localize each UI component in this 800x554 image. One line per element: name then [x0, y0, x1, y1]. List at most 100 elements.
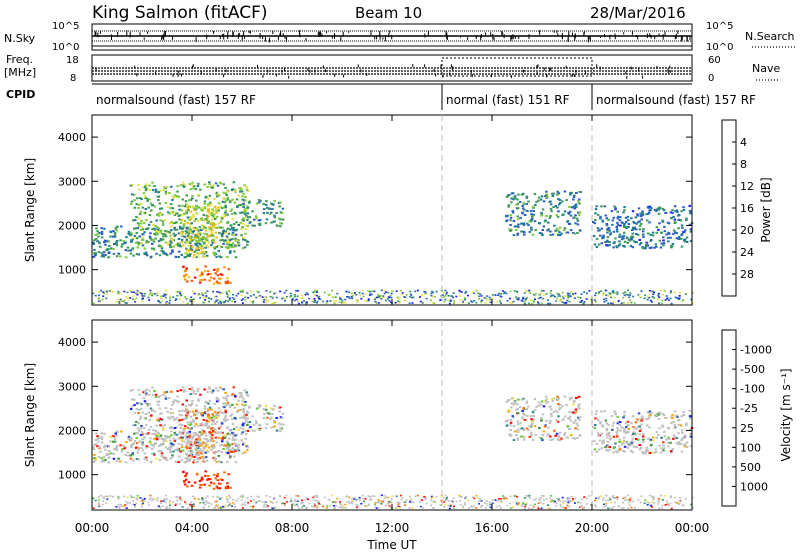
velocity-pixel	[628, 501, 631, 504]
velocity-pixel	[208, 505, 210, 508]
power-pixel	[217, 249, 220, 252]
power-pixel	[387, 296, 390, 298]
velocity-pixel	[210, 503, 213, 505]
power-pixel	[380, 289, 383, 292]
power-pixel	[236, 206, 239, 209]
velocity-pixel	[137, 388, 140, 391]
colorbar-tick-label: 16	[740, 202, 754, 215]
velocity-pixel	[651, 506, 653, 508]
velocity-pixel	[139, 418, 142, 421]
power-pixel	[648, 221, 651, 224]
power-pixel	[244, 232, 247, 235]
power-pixel	[567, 294, 570, 297]
velocity-pixel	[219, 410, 222, 413]
velocity-pixel	[163, 424, 166, 427]
velocity-pixel	[433, 501, 436, 503]
power-pixel	[355, 293, 358, 296]
power-pixel	[119, 298, 122, 301]
velocity-pixel	[557, 500, 560, 502]
velocity-pixel	[213, 473, 216, 476]
velocity-pixel	[530, 431, 533, 434]
velocity-pixel	[608, 497, 611, 500]
power-pixel	[237, 223, 240, 226]
power-pixel	[127, 249, 130, 252]
nsky-spike	[501, 31, 503, 36]
power-pixel	[488, 296, 491, 299]
power-pixel	[139, 228, 143, 231]
velocity-pixel	[97, 446, 101, 449]
velocity-pixel	[192, 461, 195, 464]
y-tick-label: 1000	[58, 264, 86, 277]
velocity-pixel	[239, 393, 243, 396]
power-pixel	[371, 290, 374, 292]
power-pixel	[148, 198, 151, 201]
power-pixel	[161, 220, 165, 223]
velocity-pixel	[178, 409, 181, 412]
velocity-pixel	[134, 432, 138, 435]
velocity-pixel	[231, 423, 235, 426]
nsky-spike	[561, 32, 563, 39]
velocity-pixel	[141, 505, 143, 508]
power-pixel	[161, 223, 165, 225]
nsky-spike	[370, 30, 372, 35]
velocity-pixel	[560, 437, 563, 440]
power-pixel	[517, 225, 520, 228]
power-pixel	[211, 186, 214, 189]
velocity-pixel	[661, 425, 665, 428]
velocity-pixel	[155, 457, 158, 460]
power-pixel	[182, 212, 186, 215]
power-pixel	[527, 224, 530, 227]
power-pixel	[606, 236, 610, 238]
nsky-spike	[589, 36, 591, 42]
velocity-pixel	[225, 446, 229, 449]
power-pixel	[627, 294, 630, 296]
velocity-pixel	[549, 435, 552, 438]
freq-spike	[656, 65, 658, 69]
velocity-pixel	[100, 457, 103, 460]
velocity-pixel	[163, 391, 166, 394]
velocity-pixel	[215, 431, 219, 434]
y-tick-label: 1000	[58, 469, 86, 482]
velocity-pixel	[177, 455, 181, 458]
colorbar-tick-label: 25	[740, 422, 754, 435]
velocity-pixel	[676, 502, 679, 504]
velocity-pixel	[133, 411, 137, 414]
power-pixel	[217, 302, 220, 304]
velocity-pixel	[164, 446, 168, 449]
power-pixel	[595, 237, 599, 240]
power-pixel	[92, 302, 95, 304]
power-pixel	[627, 302, 630, 304]
power-pixel	[297, 300, 300, 302]
velocity-pixel	[289, 497, 292, 500]
power-pixel	[184, 184, 187, 187]
power-pixel	[110, 231, 113, 234]
power-pixel	[473, 300, 476, 302]
power-pixel	[602, 294, 605, 296]
power-pixel	[139, 213, 142, 216]
velocity-pixel	[195, 409, 198, 412]
power-pixel	[563, 210, 567, 213]
velocity-pixel	[653, 413, 657, 416]
velocity-pixel	[182, 390, 186, 393]
power-pixel	[508, 228, 511, 231]
velocity-pixel	[525, 502, 528, 504]
velocity-pixel	[511, 415, 514, 418]
power-pixel	[228, 201, 232, 204]
power-pixel	[409, 293, 412, 296]
velocity-pixel	[242, 408, 246, 411]
velocity-pixel	[616, 415, 619, 418]
power-pixel	[145, 219, 148, 222]
power-pixel	[242, 222, 245, 225]
power-pixel	[192, 187, 195, 190]
velocity-pixel	[196, 457, 199, 460]
velocity-pixel	[273, 419, 276, 422]
velocity-pixel	[199, 483, 202, 486]
power-pixel	[133, 234, 137, 237]
velocity-pixel	[126, 502, 129, 504]
freq-spike	[470, 69, 472, 73]
power-pixel	[210, 298, 213, 300]
nsky-spike	[213, 31, 215, 34]
power-pixel	[388, 300, 391, 302]
velocity-pixel	[639, 501, 642, 504]
velocity-pixel	[358, 499, 361, 501]
